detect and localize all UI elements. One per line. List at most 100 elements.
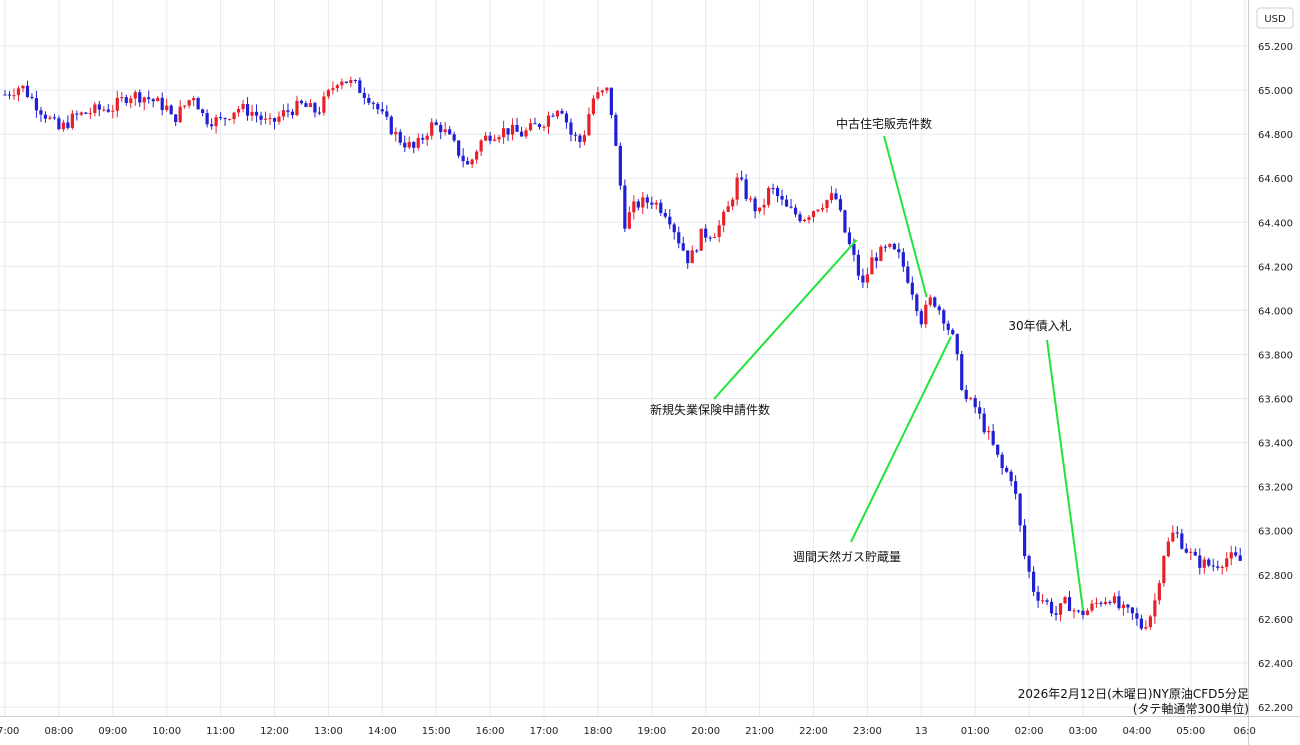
candle-body (969, 398, 973, 400)
candle (834, 188, 838, 201)
candle-body (1157, 583, 1161, 601)
candle-body (807, 217, 811, 220)
candle (1216, 560, 1220, 571)
y-tick-label: 63.400 (1258, 439, 1293, 450)
candle (820, 203, 825, 213)
candle-body (1175, 532, 1179, 534)
candle (784, 195, 789, 207)
time-axis: 07:00 08:00 09:00 10:00 11:00 12:00 13:00 14:00… (0, 716, 1300, 737)
candle-body (699, 228, 703, 251)
candle (573, 131, 578, 142)
candle (34, 90, 39, 118)
candle-body (1171, 532, 1175, 542)
candle-body (775, 187, 780, 196)
candle-body (663, 212, 667, 217)
candle-body (524, 130, 528, 137)
candle-body (942, 310, 946, 324)
candle (1090, 599, 1094, 613)
candle (1193, 548, 1197, 556)
candle (811, 210, 816, 223)
candle (475, 149, 479, 164)
candle (807, 214, 811, 224)
candle-body (1198, 555, 1202, 568)
candle (735, 173, 739, 206)
candle (30, 93, 34, 100)
candle (726, 200, 730, 213)
y-tick-label: 64.200 (1258, 262, 1293, 273)
candle-body (551, 115, 555, 117)
candle (515, 117, 519, 132)
candle-body (394, 131, 398, 135)
candle-body (614, 114, 618, 146)
candle (70, 110, 74, 130)
candle (331, 81, 335, 95)
candle (57, 115, 61, 131)
candle-body (533, 123, 537, 125)
candle-body (1184, 548, 1188, 553)
candle-body (192, 98, 196, 101)
candle-body (668, 216, 672, 225)
candle-body (497, 137, 501, 140)
candle (636, 199, 640, 211)
candle (394, 127, 398, 142)
candle (888, 243, 892, 249)
candle (254, 104, 259, 123)
candle (1175, 526, 1179, 539)
candle (1108, 600, 1112, 606)
candle-body (138, 92, 142, 103)
event-annotation: 新規失業保険申請件数 (650, 239, 858, 417)
candle-body (861, 275, 865, 283)
candle (290, 108, 295, 119)
candle (1000, 452, 1004, 475)
event-annotation: 30年債入札 (1008, 318, 1084, 611)
candle (951, 328, 955, 336)
candle (66, 115, 70, 130)
candle (1184, 543, 1188, 554)
candle (389, 115, 393, 136)
candle-body (708, 237, 712, 239)
candle-body (537, 124, 542, 128)
candle-body (996, 444, 1000, 455)
candle (955, 333, 959, 361)
candle (124, 94, 128, 106)
candle-body (290, 111, 295, 116)
candle (151, 98, 155, 108)
candle-body (214, 117, 218, 127)
x-tick-label: 04:00 (1122, 726, 1151, 737)
candle-body (371, 102, 375, 104)
candle-body (331, 88, 335, 91)
candle (560, 108, 564, 115)
candle-body (61, 122, 65, 130)
candle (690, 245, 694, 264)
candle-body (317, 112, 322, 114)
candle-body (344, 81, 348, 84)
candle-body (412, 142, 416, 148)
candle-body (946, 323, 950, 330)
candle (686, 250, 690, 269)
candle (317, 106, 322, 116)
candle-body (169, 105, 173, 115)
candle-body (70, 113, 74, 128)
candle-body (1099, 602, 1103, 605)
candle (731, 197, 735, 211)
candle-body (434, 122, 438, 125)
currency-badge[interactable] (1256, 7, 1294, 29)
candle (829, 185, 834, 204)
candle (7, 91, 12, 100)
candle (1130, 607, 1135, 621)
candle-body (93, 104, 97, 113)
candle (120, 92, 124, 103)
candle (578, 133, 582, 148)
candle-body (236, 108, 241, 113)
x-tick-label: 13:00 (314, 726, 343, 737)
candle (645, 194, 649, 209)
event-annotation: 中古住宅販売件数 (836, 116, 932, 298)
candle-body (250, 111, 254, 116)
candle (430, 118, 434, 140)
x-tick-label: 18:00 (583, 726, 612, 737)
x-tick-label: 15:00 (422, 726, 451, 737)
candle (708, 235, 712, 242)
candle (1054, 606, 1058, 621)
candle-body (838, 199, 843, 211)
candle (79, 111, 83, 117)
